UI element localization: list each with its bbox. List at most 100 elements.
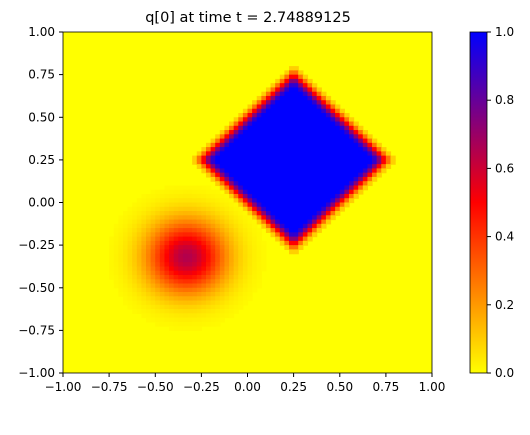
heatmap-cell <box>279 240 285 246</box>
heatmap-cell <box>316 193 322 199</box>
heatmap-cell <box>210 300 216 306</box>
heatmap-cell <box>289 70 295 76</box>
heatmap-cell <box>192 309 198 314</box>
heatmap-cell <box>275 215 281 221</box>
heatmap-cell <box>284 236 290 242</box>
heatmap-cell <box>146 206 152 212</box>
heatmap-cell <box>192 215 198 221</box>
heatmap-cell <box>321 172 327 178</box>
heatmap-cell <box>316 125 322 131</box>
heatmap-cell <box>122 300 129 306</box>
heatmap-cell <box>229 292 235 297</box>
heatmap-cell <box>275 91 281 97</box>
heatmap-cell <box>136 211 143 216</box>
heatmap-cell <box>279 134 285 140</box>
heatmap-cell <box>164 317 170 323</box>
heatmap-cell <box>224 159 230 165</box>
heatmap-cell <box>289 198 295 204</box>
heatmap-cell <box>298 172 304 178</box>
heatmap-cell <box>247 176 253 182</box>
chart-title: q[0] at time t = 2.74889125 <box>145 10 351 26</box>
heatmap-cell <box>275 236 281 242</box>
heatmap-cell <box>113 270 119 276</box>
heatmap-cell <box>261 134 267 140</box>
heatmap-cell <box>242 240 249 246</box>
heatmap-cell <box>159 300 166 306</box>
heatmap-cell <box>335 176 341 182</box>
heatmap-cell <box>219 151 226 157</box>
heatmap-cell <box>173 279 179 285</box>
x-axis: −1.00 −0.75 −0.50 −0.25 0.00 0.25 0.50 0… <box>45 373 446 394</box>
heatmap-cell <box>321 164 327 169</box>
heatmap-cell <box>187 309 193 314</box>
heatmap-cell <box>358 172 364 178</box>
heatmap-cell <box>312 95 318 101</box>
heatmap-cell <box>385 159 392 165</box>
heatmap-cell <box>247 266 253 272</box>
heatmap-cell <box>316 91 322 97</box>
heatmap-cell <box>136 236 143 242</box>
heatmap-cell <box>270 138 276 144</box>
heatmap-cell <box>339 185 345 191</box>
heatmap-cell <box>155 202 161 208</box>
heatmap-cell <box>270 91 276 97</box>
heatmap-cell <box>233 138 239 144</box>
heatmap-cell <box>136 245 143 250</box>
heatmap-cell <box>215 215 221 221</box>
heatmap-cell <box>307 95 313 101</box>
heatmap-cell <box>150 236 156 242</box>
heatmap-cell <box>215 211 221 216</box>
heatmap-cell <box>261 215 267 221</box>
heatmap-cell <box>127 236 133 242</box>
heatmap-cell <box>242 206 249 212</box>
heatmap-cell <box>261 117 267 123</box>
heatmap-cell <box>238 228 244 233</box>
heatmap-cell <box>224 236 230 242</box>
heatmap-cell <box>215 142 221 148</box>
heatmap-cell <box>339 151 345 157</box>
heatmap-cell <box>196 215 202 221</box>
heatmap-cell <box>289 100 295 106</box>
heatmap-cell <box>344 147 350 152</box>
heatmap-cell <box>353 189 359 195</box>
heatmap-cell <box>113 223 119 229</box>
heatmap-cell <box>256 232 262 238</box>
heatmap-cell <box>150 245 156 250</box>
heatmap-cell <box>358 185 364 191</box>
heatmap-cell <box>159 223 166 229</box>
heatmap-cell <box>284 87 290 93</box>
heatmap-cell <box>182 185 189 191</box>
heatmap-cell <box>321 117 327 123</box>
heatmap-cell <box>284 219 290 225</box>
heatmap-cell <box>178 219 184 225</box>
heatmap-cell <box>376 159 382 165</box>
heatmap-cell <box>307 181 313 187</box>
heatmap-cell <box>196 249 202 255</box>
heatmap-cell <box>265 193 272 199</box>
heatmap-cell <box>141 253 147 259</box>
heatmap-cell <box>372 159 378 165</box>
heatmap-cell <box>229 232 235 238</box>
heatmap-cell <box>293 66 299 71</box>
heatmap-cell <box>146 223 152 229</box>
heatmap-cell <box>210 279 216 285</box>
x-tick-label: 1.00 <box>419 380 446 394</box>
heatmap-cell <box>210 249 216 255</box>
heatmap-cell <box>362 176 369 182</box>
heatmap-cell <box>289 232 295 238</box>
heatmap-cell <box>265 125 272 131</box>
heatmap-cell <box>224 300 230 306</box>
heatmap-cell <box>173 313 179 319</box>
heatmap-cell <box>348 185 355 191</box>
heatmap-cell <box>178 245 184 250</box>
heatmap-cell <box>113 232 119 238</box>
heatmap-cell <box>284 70 290 76</box>
heatmap-cell <box>252 215 258 221</box>
heatmap-cell <box>293 134 299 140</box>
heatmap-cell <box>265 206 272 212</box>
heatmap-cell <box>293 83 299 89</box>
heatmap-cell <box>316 202 322 208</box>
heatmap-cell <box>205 219 212 225</box>
heatmap-cell <box>136 219 143 225</box>
heatmap-cell <box>210 292 216 297</box>
